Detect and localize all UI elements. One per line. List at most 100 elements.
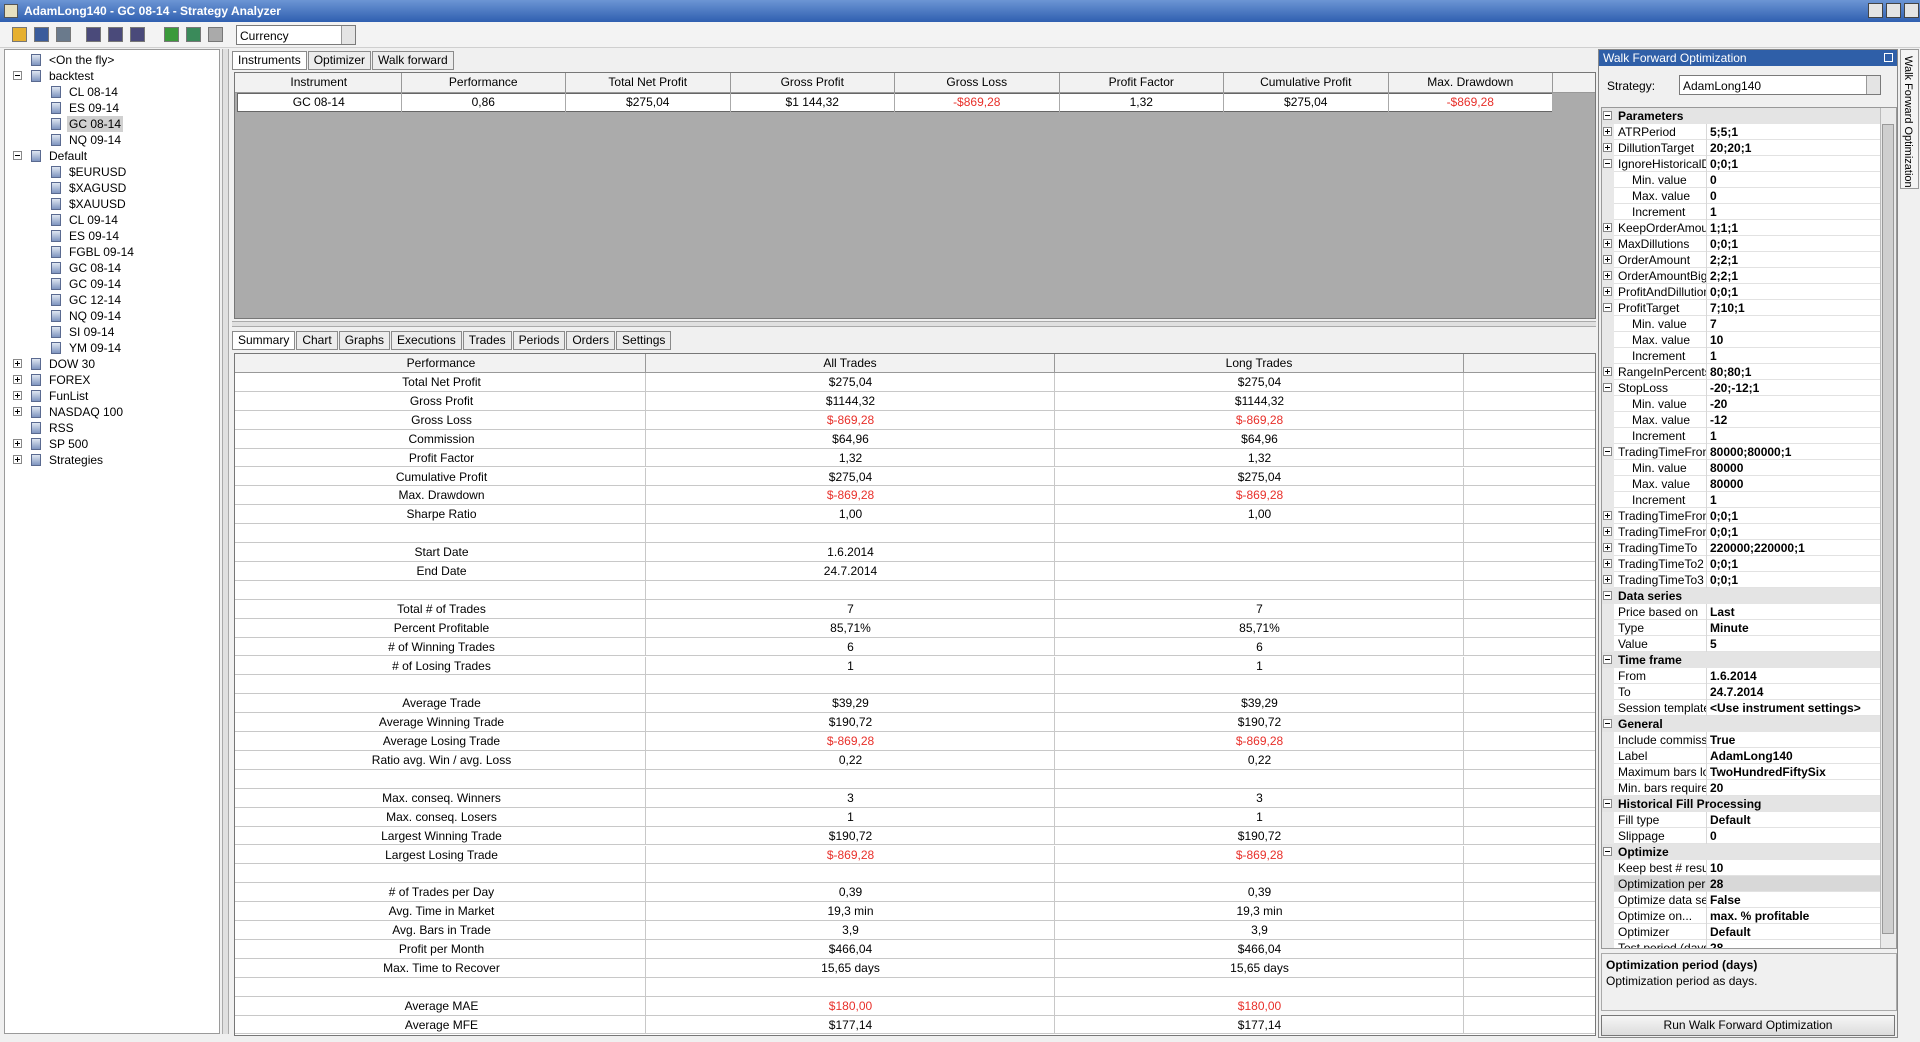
property-name[interactable]: TradingTimeTo — [1618, 541, 1698, 555]
property-value[interactable]: 80000 — [1710, 477, 1744, 491]
tree-item[interactable]: backtest — [49, 69, 94, 83]
tree-item[interactable]: FunList — [49, 389, 89, 403]
property-name[interactable]: Optimize data ser — [1618, 893, 1706, 907]
toolbar-button[interactable] — [56, 27, 71, 42]
column-header[interactable]: All Trades — [646, 354, 1055, 373]
tab[interactable]: Executions — [391, 331, 462, 350]
expander[interactable] — [1603, 799, 1612, 808]
scroll-thumb[interactable] — [1882, 124, 1894, 934]
property-name[interactable]: Increment — [1632, 205, 1686, 219]
toolbar-button[interactable] — [186, 27, 201, 42]
property-value[interactable]: 28 — [1710, 941, 1724, 949]
expander[interactable] — [13, 71, 22, 80]
tree-item[interactable]: YM 09-14 — [69, 341, 122, 355]
expander[interactable] — [13, 439, 22, 448]
property-value[interactable]: -20 — [1710, 397, 1728, 411]
expander[interactable] — [1603, 367, 1612, 376]
property-name[interactable]: IgnoreHistoricalD — [1618, 157, 1706, 171]
expander[interactable] — [1603, 511, 1612, 520]
property-name[interactable]: From — [1618, 669, 1646, 683]
property-value[interactable]: 20;20;1 — [1710, 141, 1752, 155]
property-value[interactable]: Default — [1710, 813, 1751, 827]
expander[interactable] — [1603, 527, 1612, 536]
property-value[interactable]: 80000;80000;1 — [1710, 445, 1792, 459]
property-value[interactable]: 20 — [1710, 781, 1724, 795]
property-name[interactable]: Keep best # resul — [1618, 861, 1706, 875]
tree-item[interactable]: NQ 09-14 — [69, 133, 122, 147]
column-header[interactable]: Long Trades — [1055, 354, 1464, 373]
property-name[interactable]: Min. value — [1632, 317, 1687, 331]
property-name[interactable]: StopLoss — [1618, 381, 1669, 395]
expander[interactable] — [1603, 287, 1612, 296]
expander[interactable] — [1603, 559, 1612, 568]
tree-item[interactable]: RSS — [49, 421, 74, 435]
property-value[interactable]: 220000;220000;1 — [1710, 541, 1805, 555]
strategy-dropdown[interactable]: AdamLong140 — [1679, 75, 1881, 95]
expander[interactable] — [1603, 255, 1612, 264]
tree-item[interactable]: CL 09-14 — [69, 213, 118, 227]
tree-item[interactable]: FOREX — [49, 373, 91, 387]
property-name[interactable]: Min. value — [1632, 461, 1687, 475]
toolbar-button[interactable] — [164, 27, 179, 42]
tab[interactable]: Instruments — [232, 51, 307, 70]
column-header[interactable]: Instrument — [237, 73, 402, 93]
property-value[interactable]: <Use instrument settings> — [1710, 701, 1861, 715]
property-name[interactable]: Increment — [1632, 493, 1686, 507]
property-value[interactable]: 80000 — [1710, 461, 1744, 475]
property-name[interactable]: Min. bars require — [1618, 781, 1706, 795]
window-control[interactable] — [1868, 3, 1883, 18]
column-header[interactable]: Total Net Profit — [566, 73, 731, 93]
property-value[interactable]: 28 — [1710, 877, 1724, 891]
column-header[interactable]: Performance — [402, 73, 566, 93]
tree-item[interactable]: NQ 09-14 — [69, 309, 122, 323]
property-value[interactable]: 0;0;1 — [1710, 237, 1739, 251]
tree-item[interactable]: ES 09-14 — [69, 229, 120, 243]
expander[interactable] — [1603, 383, 1612, 392]
property-name[interactable]: Label — [1618, 749, 1648, 763]
tree-item[interactable]: Strategies — [49, 453, 104, 467]
property-name[interactable]: KeepOrderAmour — [1618, 221, 1706, 235]
property-name[interactable]: Optimization peri — [1618, 877, 1706, 891]
tab[interactable]: Trades — [462, 331, 512, 350]
property-value[interactable]: 0 — [1710, 189, 1717, 203]
property-value[interactable]: 7;10;1 — [1710, 301, 1745, 315]
column-header[interactable]: Cumulative Profit — [1224, 73, 1389, 93]
tree-item[interactable]: ES 09-14 — [69, 101, 120, 115]
tab[interactable]: Settings — [616, 331, 672, 350]
tab[interactable]: Orders — [566, 331, 616, 350]
property-name[interactable]: TradingTimeTo3 — [1618, 573, 1704, 587]
expander[interactable] — [1603, 223, 1612, 232]
toolbar-button[interactable] — [12, 27, 27, 42]
tree-item[interactable]: FGBL 09-14 — [69, 245, 134, 259]
tree-item[interactable]: GC 09-14 — [69, 277, 122, 291]
property-value[interactable]: 10 — [1710, 861, 1724, 875]
property-name[interactable]: Increment — [1632, 429, 1686, 443]
property-name[interactable]: Optimize on... — [1618, 909, 1693, 923]
category-name[interactable]: Data series — [1618, 589, 1683, 603]
property-value[interactable]: 0;0;1 — [1710, 573, 1739, 587]
tree-item[interactable]: CL 08-14 — [69, 85, 118, 99]
property-name[interactable]: To — [1618, 685, 1631, 699]
expander[interactable] — [1603, 111, 1612, 120]
property-name[interactable]: TradingTimeTo2 — [1618, 557, 1704, 571]
toolbar-button[interactable] — [208, 27, 223, 42]
property-value[interactable]: Last — [1710, 605, 1735, 619]
property-value[interactable]: Minute — [1710, 621, 1749, 635]
property-value[interactable]: 0;0;1 — [1710, 557, 1739, 571]
property-value[interactable]: 2;2;1 — [1710, 269, 1739, 283]
expander[interactable] — [1603, 719, 1612, 728]
expander[interactable] — [1603, 847, 1612, 856]
property-value[interactable]: 0;0;1 — [1710, 509, 1739, 523]
tree-item[interactable]: GC 08-14 — [69, 261, 122, 275]
expander[interactable] — [1603, 543, 1612, 552]
property-name[interactable]: Test period (days — [1618, 941, 1706, 949]
property-name[interactable]: Slippage — [1618, 829, 1665, 843]
expander[interactable] — [1603, 239, 1612, 248]
property-name[interactable]: Min. value — [1632, 397, 1687, 411]
expander[interactable] — [13, 375, 22, 384]
property-value[interactable]: 10 — [1710, 333, 1724, 347]
expander[interactable] — [13, 391, 22, 400]
expander[interactable] — [1603, 159, 1612, 168]
column-header[interactable]: Gross Loss — [895, 73, 1060, 93]
tree-item[interactable]: $EURUSD — [69, 165, 127, 179]
